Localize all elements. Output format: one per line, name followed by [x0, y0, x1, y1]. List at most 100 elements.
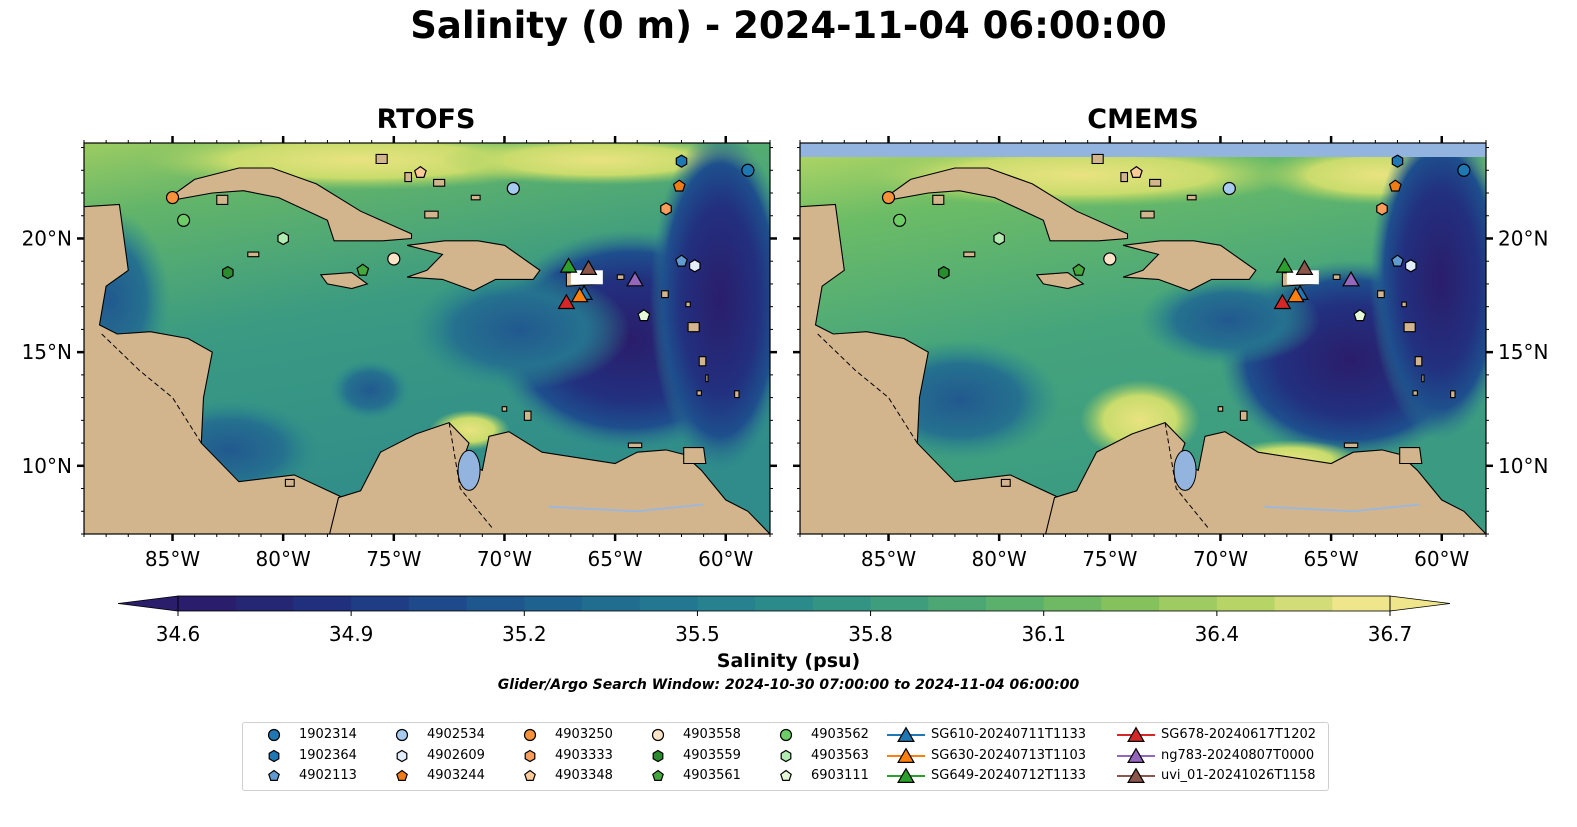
legend-glyph: [395, 728, 409, 742]
map-axes: 85°W 80°W 75°W 70°W 65°W 60°W 10°N 15°N 20°N 85°W…: [22, 136, 1548, 571]
legend-label: SG630-20240713T1103: [931, 747, 1087, 763]
rtofs-marker-4902113: [675, 254, 688, 267]
x-tick-label: 60°W: [1414, 547, 1469, 571]
legend-label: SG649-20240712T1133: [931, 768, 1087, 783]
x-tick-label: 80°W: [972, 547, 1027, 571]
legend-glyph: [396, 769, 408, 781]
cmems-land-mass: [1401, 301, 1407, 308]
cmems-land-mass: [1186, 194, 1197, 201]
x-tick-label: 75°W: [366, 547, 421, 571]
legend-label: 4903250: [555, 727, 613, 742]
legend-glyph: [652, 749, 664, 762]
rtofs-land-mass: [470, 194, 481, 201]
y-tick-label: 10°N: [22, 454, 72, 478]
rtofs-marker-SG678-20240617T1202: [557, 293, 576, 310]
colorbar-cell: [1216, 596, 1276, 611]
legend-label: 4902534: [427, 727, 485, 742]
platform-markers: [165, 154, 1471, 322]
legend-marker-pentagon: [524, 769, 536, 781]
cmems-marker-SG649-20240712T1133: [1275, 257, 1294, 273]
legend-marker-pentagon: [652, 769, 664, 781]
rtofs-land-mass: [734, 390, 740, 399]
rtofs-land-mass: [523, 410, 532, 421]
colorbar-cell: [928, 596, 987, 611]
rtofs-marker-4903563: [277, 231, 289, 246]
salinity-colorbar: 34.6 34.9 35.2 35.5 35.8 36.1 36.4 36.7: [117, 595, 1451, 646]
x-tick-label: 85°W: [861, 547, 916, 571]
cmems-land-mass: [1000, 478, 1011, 487]
rtofs-marker-4902534: [506, 181, 520, 196]
x-tick-label: 75°W: [1082, 547, 1137, 571]
colorbar-cell: [697, 596, 756, 611]
colorbar-cell: [466, 596, 525, 611]
rtofs-marker-4903244: [672, 179, 686, 192]
legend-glyph: [897, 726, 915, 742]
cmems-marker-1902364: [1391, 154, 1404, 168]
rtofs-land-mass: [404, 172, 413, 183]
cmems-map-panel: [799, 142, 1487, 535]
colorbar-label: Salinity (psu): [716, 650, 861, 672]
colorbar-cell: [755, 596, 814, 611]
legend-marker-hexagon: [652, 749, 664, 762]
cmems-marker-4903562: [892, 213, 907, 227]
rtofs-land-mass: [616, 274, 625, 280]
cmems-marker-4903558: [1103, 252, 1117, 266]
rtofs-land-mass: [319, 272, 369, 290]
cmems-land-mass: [1140, 210, 1155, 219]
legend-glyph: [524, 749, 536, 762]
legend-marker-circle: [395, 728, 409, 742]
rtofs-land-mass: [216, 194, 229, 205]
cmems-marker-4902113: [1391, 254, 1404, 267]
legend-label: ng783-20240807T0000: [1161, 747, 1315, 763]
colorbar-tick-label: 35.2: [502, 622, 547, 646]
cmems-marker-4903244: [1388, 179, 1402, 192]
legend-label: SG678-20240617T1202: [1161, 727, 1317, 742]
cmems-land-mass: [1421, 374, 1425, 383]
rtofs-marker-SG649-20240712T1133: [559, 257, 578, 273]
cmems-land-mass: [1412, 390, 1418, 396]
rtofs-land-mass: [705, 374, 709, 383]
rtofs-marker-ng783-20240807T0000: [626, 270, 644, 287]
x-tick-label: 80°W: [256, 547, 311, 571]
rtofs-marker-uvi_01-20241026T1158: [579, 259, 598, 275]
cmems-land-mass: [1035, 272, 1085, 290]
cmems-land-mass: [1091, 153, 1104, 165]
cmems-marker-1902314: [1457, 163, 1471, 177]
cmems-marker-4903333: [1376, 202, 1388, 216]
rtofs-map-panel: [83, 142, 771, 535]
cmems-marker-4903250: [881, 190, 896, 205]
colorbar-cell: [524, 596, 583, 611]
legend-marker-hexagon: [524, 749, 536, 762]
legend-glyph: [897, 767, 915, 783]
rtofs-panel-title: RTOFS: [376, 104, 476, 135]
legend-marker-pentagon: [268, 769, 280, 781]
cmems-marker-4903561: [1072, 263, 1086, 276]
legend-glyph: [396, 749, 408, 762]
rtofs-marker-4903333: [660, 202, 672, 216]
rtofs-border-line: [448, 422, 494, 530]
colorbar-tick-label: 36.4: [1195, 622, 1240, 646]
colorbar-cell: [582, 596, 641, 611]
cmems-marker-SG678-20240617T1202: [1273, 293, 1292, 310]
rtofs-salinity-features: [84, 143, 770, 500]
cmems-land-mass: [1045, 421, 1486, 534]
cmems-river: [1264, 503, 1420, 513]
cmems-land-mass: [932, 194, 945, 205]
cmems-lake-maracaibo: [1173, 449, 1197, 491]
cmems-salinity-features: [860, 143, 1486, 480]
legend-marker-hexagon: [396, 749, 408, 762]
colorbar-tick-label: 34.6: [156, 622, 201, 646]
legend-glyph: [524, 769, 536, 781]
rtofs-land-mass: [627, 442, 643, 449]
colorbar-low-extension: [117, 595, 179, 612]
legend-marker-triangle: [887, 726, 925, 742]
legend-glyph: [268, 769, 280, 781]
colorbar-cell: [986, 596, 1045, 611]
x-tick-label: 85°W: [145, 547, 200, 571]
legend-label: 4903244: [427, 768, 485, 783]
cmems-marker-4902609: [1404, 259, 1417, 273]
colorbar-high-extension: [1389, 595, 1451, 612]
legend-marker-circle: [779, 728, 793, 742]
rtofs-land-mass: [698, 356, 707, 367]
